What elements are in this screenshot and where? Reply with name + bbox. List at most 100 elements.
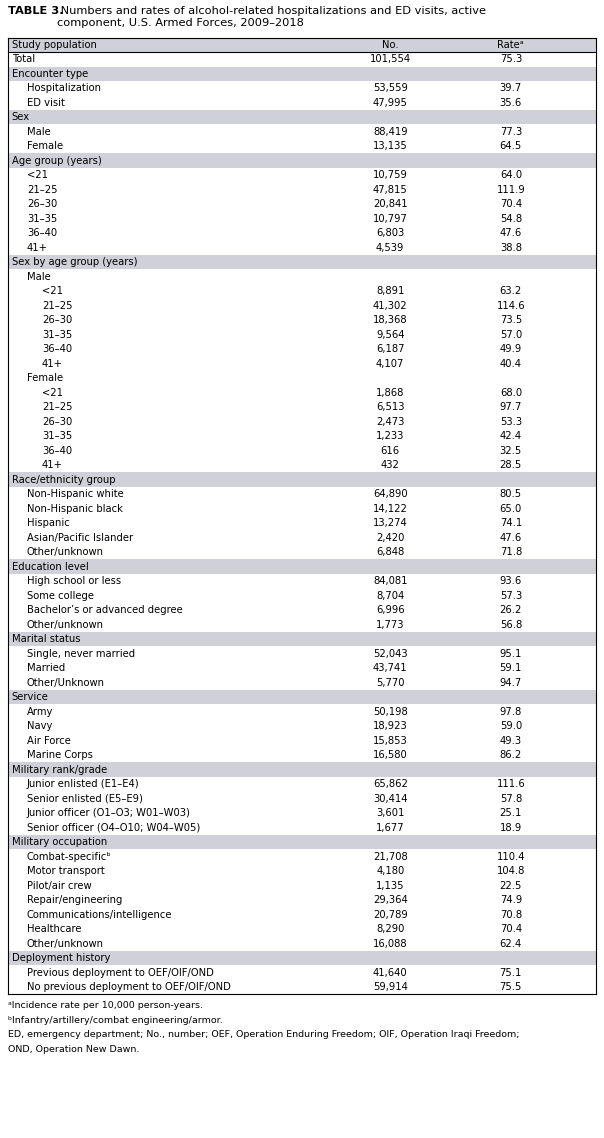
Text: Combat-specificᵇ: Combat-specificᵇ — [27, 851, 112, 861]
Text: 64.0: 64.0 — [500, 171, 522, 180]
Text: 86.2: 86.2 — [500, 750, 522, 760]
Text: 101,554: 101,554 — [370, 55, 411, 64]
Bar — [8, 270, 596, 284]
Text: 2,420: 2,420 — [376, 533, 405, 543]
Text: 40.4: 40.4 — [500, 358, 522, 369]
Bar — [8, 457, 596, 472]
Text: 30,414: 30,414 — [373, 793, 408, 803]
Text: 20,841: 20,841 — [373, 199, 408, 209]
Text: 110.4: 110.4 — [496, 851, 525, 861]
Text: Race/ethnicity group: Race/ethnicity group — [12, 475, 115, 485]
Text: 64.5: 64.5 — [500, 141, 522, 151]
Text: 22.5: 22.5 — [500, 881, 522, 891]
Text: 59.1: 59.1 — [500, 663, 522, 674]
Text: Married: Married — [27, 663, 65, 674]
Bar — [8, 472, 596, 487]
Text: 29,364: 29,364 — [373, 896, 408, 905]
Text: 28.5: 28.5 — [500, 460, 522, 470]
Bar — [8, 907, 596, 922]
Text: 26.2: 26.2 — [500, 605, 522, 616]
Bar — [8, 371, 596, 386]
Text: 54.8: 54.8 — [500, 214, 522, 224]
Text: ᵇInfantry/artillery/combat engineering/armor.: ᵇInfantry/artillery/combat engineering/a… — [8, 1016, 223, 1025]
Text: 3,601: 3,601 — [376, 808, 405, 818]
Text: 13,274: 13,274 — [373, 518, 408, 528]
Text: 26–30: 26–30 — [27, 199, 57, 209]
Text: 114.6: 114.6 — [496, 300, 525, 311]
Bar — [8, 676, 596, 690]
Text: 41,640: 41,640 — [373, 967, 408, 978]
Bar — [8, 849, 596, 864]
Text: Numbers and rates of alcohol-related hospitalizations and ED visits, active
comp: Numbers and rates of alcohol-related hos… — [57, 6, 486, 27]
Text: 10,797: 10,797 — [373, 214, 408, 224]
Text: 8,891: 8,891 — [376, 287, 405, 296]
Bar — [8, 96, 596, 110]
Text: 64,890: 64,890 — [373, 489, 408, 500]
Bar — [8, 255, 596, 270]
Text: Asian/Pacific Islander: Asian/Pacific Islander — [27, 533, 133, 543]
Text: 18.9: 18.9 — [500, 823, 522, 833]
Text: 8,290: 8,290 — [376, 924, 405, 934]
Text: 31–35: 31–35 — [42, 431, 72, 442]
Text: 75.1: 75.1 — [500, 967, 522, 978]
Bar — [8, 168, 596, 182]
Text: 49.9: 49.9 — [500, 345, 522, 354]
Bar — [8, 124, 596, 139]
Bar — [8, 545, 596, 560]
Bar — [8, 820, 596, 835]
Bar — [8, 110, 596, 124]
Text: 6,996: 6,996 — [376, 605, 405, 616]
Text: 36–40: 36–40 — [42, 345, 72, 354]
Text: 4,180: 4,180 — [376, 866, 404, 876]
Text: Marine Corps: Marine Corps — [27, 750, 93, 760]
Bar — [8, 661, 596, 676]
Text: 111.6: 111.6 — [496, 780, 525, 790]
Bar — [8, 356, 596, 371]
Text: 38.8: 38.8 — [500, 242, 522, 253]
Text: Some college: Some college — [27, 591, 94, 601]
Bar — [8, 139, 596, 154]
Bar — [8, 516, 596, 530]
Text: Education level: Education level — [12, 562, 89, 571]
Bar — [8, 734, 596, 748]
Text: 20,789: 20,789 — [373, 909, 408, 920]
Text: Repair/engineering: Repair/engineering — [27, 896, 122, 905]
Text: Other/unknown: Other/unknown — [27, 547, 104, 558]
Text: 9,564: 9,564 — [376, 330, 405, 340]
Text: 47.6: 47.6 — [500, 229, 522, 238]
Text: Junior officer (O1–O3; W01–W03): Junior officer (O1–O3; W01–W03) — [27, 808, 191, 818]
Text: Healthcare: Healthcare — [27, 924, 82, 934]
Text: 26–30: 26–30 — [42, 417, 72, 427]
Bar — [8, 38, 596, 52]
Text: 4,539: 4,539 — [376, 242, 405, 253]
Text: 6,848: 6,848 — [376, 547, 404, 558]
Text: Female: Female — [27, 141, 63, 151]
Text: 21,708: 21,708 — [373, 851, 408, 861]
Text: 18,923: 18,923 — [373, 721, 408, 732]
Text: 15,853: 15,853 — [373, 736, 408, 745]
Bar — [8, 429, 596, 444]
Text: Senior enlisted (E5–E9): Senior enlisted (E5–E9) — [27, 793, 143, 803]
Text: Military rank/grade: Military rank/grade — [12, 765, 107, 775]
Text: <21: <21 — [42, 287, 63, 296]
Text: Hispanic: Hispanic — [27, 518, 69, 528]
Bar — [8, 704, 596, 719]
Bar — [8, 530, 596, 545]
Text: 31–35: 31–35 — [27, 214, 57, 224]
Bar — [8, 951, 596, 965]
Text: 47.6: 47.6 — [500, 533, 522, 543]
Text: 80.5: 80.5 — [500, 489, 522, 500]
Text: 41+: 41+ — [42, 460, 63, 470]
Bar — [8, 632, 596, 646]
Bar — [8, 879, 596, 893]
Text: 35.6: 35.6 — [500, 98, 522, 108]
Bar — [8, 284, 596, 298]
Text: 53,559: 53,559 — [373, 83, 408, 93]
Text: 432: 432 — [381, 460, 400, 470]
Text: Navy: Navy — [27, 721, 52, 732]
Bar — [8, 937, 596, 951]
Text: 42.4: 42.4 — [500, 431, 522, 442]
Text: Bachelor’s or advanced degree: Bachelor’s or advanced degree — [27, 605, 182, 616]
Text: 104.8: 104.8 — [496, 866, 525, 876]
Bar — [8, 386, 596, 399]
